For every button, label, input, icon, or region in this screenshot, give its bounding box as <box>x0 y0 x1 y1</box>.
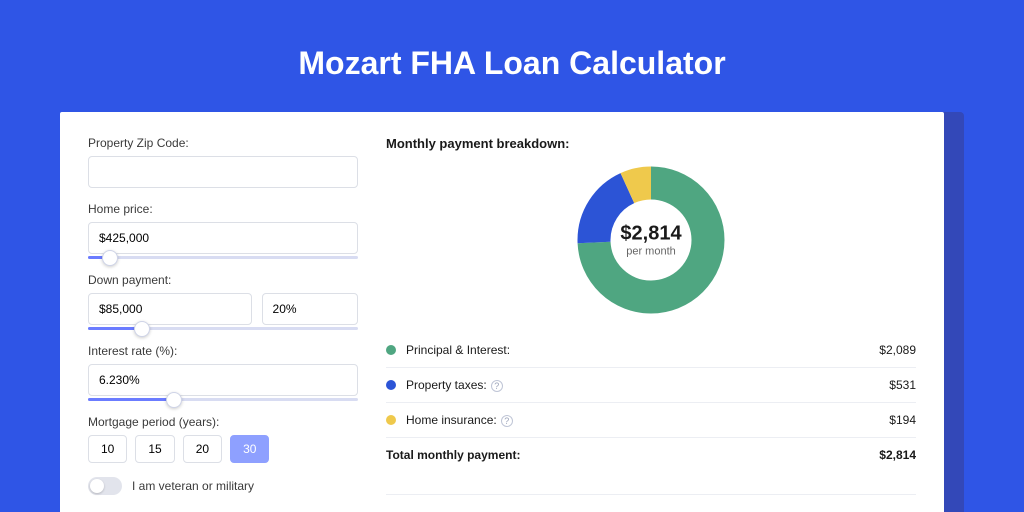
donut-amount: $2,814 <box>620 223 681 246</box>
down-payment-slider[interactable] <box>88 327 358 330</box>
zip-input[interactable] <box>88 156 358 188</box>
interest-rate-input[interactable] <box>88 364 358 396</box>
donut-sub: per month <box>620 246 681 258</box>
down-payment-label: Down payment: <box>88 273 358 287</box>
home-price-label: Home price: <box>88 202 358 216</box>
interest-rate-slider-fill <box>88 398 174 401</box>
veteran-row: I am veteran or military <box>88 477 358 495</box>
home-price-slider[interactable] <box>88 256 358 259</box>
legend-value-1: $531 <box>889 378 916 392</box>
period-buttons: 10 15 20 30 <box>88 435 358 463</box>
info-icon[interactable]: ? <box>501 415 513 427</box>
legend-row-0: Principal & Interest:$2,089 <box>386 333 916 368</box>
zip-label: Property Zip Code: <box>88 136 358 150</box>
total-row: Total monthly payment: $2,814 <box>386 437 916 472</box>
legend-label-1: Property taxes:? <box>406 378 889 392</box>
breakdown-title: Monthly payment breakdown: <box>386 136 916 151</box>
page-title: Mozart FHA Loan Calculator <box>0 0 1024 112</box>
down-payment-pct-input[interactable] <box>262 293 358 325</box>
legend-label-0: Principal & Interest: <box>406 343 879 357</box>
form-column: Property Zip Code: Home price: Down paym… <box>88 136 358 512</box>
period-btn-30[interactable]: 30 <box>230 435 269 463</box>
veteran-toggle[interactable] <box>88 477 122 495</box>
info-icon[interactable]: ? <box>491 380 503 392</box>
legend-rows: Principal & Interest:$2,089Property taxe… <box>386 333 916 437</box>
panel-shadow: Property Zip Code: Home price: Down paym… <box>60 112 964 512</box>
donut-chart: $2,814 per month <box>576 165 726 315</box>
veteran-label: I am veteran or military <box>132 479 254 493</box>
breakdown-column: Monthly payment breakdown: $2,814 per mo… <box>386 136 916 512</box>
period-btn-10[interactable]: 10 <box>88 435 127 463</box>
legend-dot-2 <box>386 415 396 425</box>
down-payment-input[interactable] <box>88 293 252 325</box>
donut-wrap: $2,814 per month <box>386 165 916 315</box>
home-price-field: Home price: <box>88 202 358 259</box>
period-btn-20[interactable]: 20 <box>183 435 222 463</box>
calculator-panel: Property Zip Code: Home price: Down paym… <box>60 112 944 512</box>
period-field: Mortgage period (years): 10 15 20 30 <box>88 415 358 463</box>
amortization-section: Amortization for mortgage loan Amortizat… <box>386 494 916 512</box>
period-btn-15[interactable]: 15 <box>135 435 174 463</box>
total-label: Total monthly payment: <box>386 448 879 462</box>
legend-dot-1 <box>386 380 396 390</box>
legend-value-0: $2,089 <box>879 343 916 357</box>
interest-rate-label: Interest rate (%): <box>88 344 358 358</box>
legend-label-2: Home insurance:? <box>406 413 889 427</box>
interest-rate-slider[interactable] <box>88 398 358 401</box>
legend-row-1: Property taxes:?$531 <box>386 368 916 403</box>
down-payment-field: Down payment: <box>88 273 358 330</box>
down-payment-slider-thumb[interactable] <box>134 321 150 337</box>
total-value: $2,814 <box>879 448 916 462</box>
zip-field: Property Zip Code: <box>88 136 358 188</box>
legend-row-2: Home insurance:?$194 <box>386 403 916 437</box>
interest-rate-slider-thumb[interactable] <box>166 392 182 408</box>
period-label: Mortgage period (years): <box>88 415 358 429</box>
home-price-slider-thumb[interactable] <box>102 250 118 266</box>
donut-center: $2,814 per month <box>620 223 681 258</box>
legend-dot-0 <box>386 345 396 355</box>
interest-rate-field: Interest rate (%): <box>88 344 358 401</box>
legend-value-2: $194 <box>889 413 916 427</box>
home-price-input[interactable] <box>88 222 358 254</box>
